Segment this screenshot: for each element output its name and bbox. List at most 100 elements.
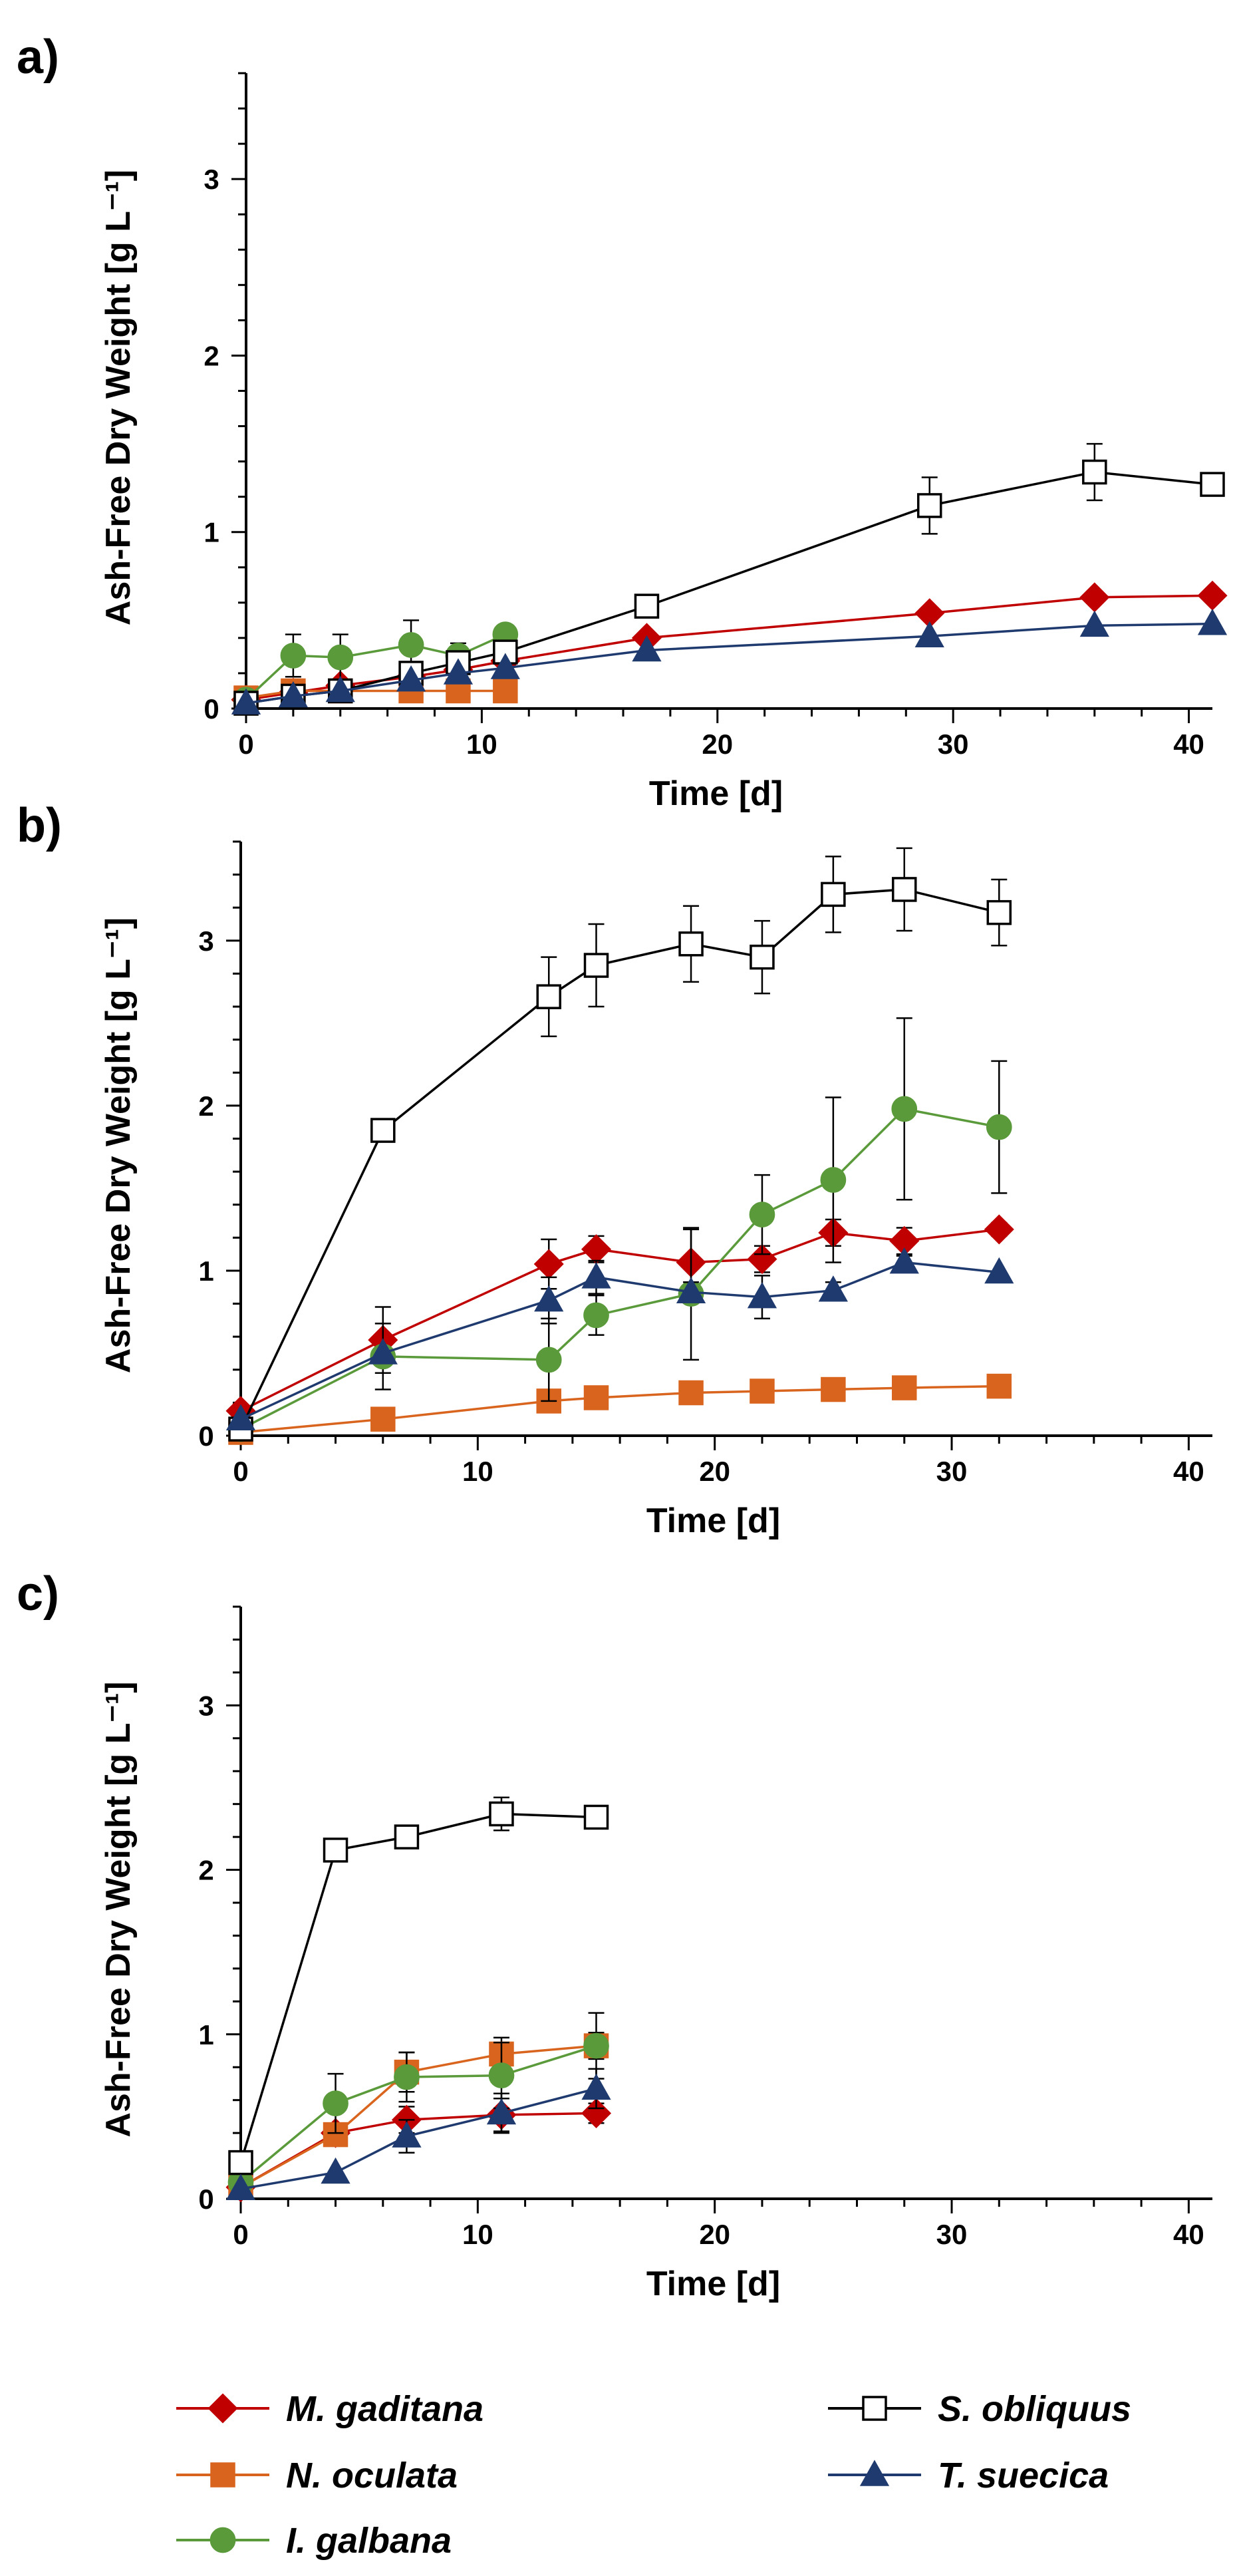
data-point xyxy=(632,635,662,662)
data-point xyxy=(747,1244,777,1275)
legend-marker xyxy=(862,2396,887,2421)
y-tick-label: 0 xyxy=(198,2183,213,2215)
y-axis-title: Ash-Free Dry Weight [g L⁻¹] xyxy=(99,917,138,1373)
legend-label: N. oculata xyxy=(286,2456,458,2496)
legend: M. gaditana N. oculata I. galbana S. obliqu… xyxy=(176,2389,1131,2561)
data-point xyxy=(984,1257,1014,1284)
data-point xyxy=(892,877,917,902)
series-line xyxy=(240,1384,1000,1434)
data-point xyxy=(490,653,520,679)
panel-label: a) xyxy=(17,31,59,84)
data-point xyxy=(583,1302,609,1329)
data-point xyxy=(583,1804,609,1830)
data-point xyxy=(1197,609,1228,635)
data-point xyxy=(986,899,1012,925)
legend-marker xyxy=(209,2527,236,2553)
legend-marker xyxy=(859,2460,890,2486)
x-tick-label: 0 xyxy=(233,1456,248,1487)
data-point xyxy=(225,1404,256,1430)
data-point xyxy=(581,1262,611,1289)
data-point xyxy=(916,493,942,518)
data-point xyxy=(443,658,474,685)
data-point xyxy=(914,621,944,648)
series-line xyxy=(245,594,1213,701)
data-point xyxy=(325,675,355,703)
legend-label: I. galbana xyxy=(286,2521,452,2561)
series-m-gaditana xyxy=(231,580,1228,715)
data-point xyxy=(750,1378,775,1404)
data-point xyxy=(986,1373,1012,1399)
y-axis-title: Ash-Free Dry Weight [g L⁻¹] xyxy=(99,1681,138,2137)
data-point xyxy=(486,2098,517,2125)
y-tick-label: 2 xyxy=(204,340,219,371)
data-point xyxy=(821,882,846,907)
data-point xyxy=(398,632,424,658)
panel-label: b) xyxy=(17,799,62,852)
legend-label: T. suecica xyxy=(938,2456,1109,2496)
data-point xyxy=(678,931,704,957)
data-point xyxy=(583,953,609,978)
data-point xyxy=(534,1285,564,1312)
data-point xyxy=(747,1282,777,1309)
series-n-oculata xyxy=(233,678,518,711)
data-point xyxy=(370,1406,396,1432)
legend-item-t-suecica: T. suecica xyxy=(828,2456,1109,2496)
data-point xyxy=(986,1114,1012,1140)
data-point xyxy=(581,2098,612,2128)
legend-item-s-obliquus: S. obliquus xyxy=(828,2389,1131,2429)
data-point xyxy=(321,2157,350,2184)
x-tick-label: 10 xyxy=(466,728,497,760)
data-point xyxy=(394,1824,420,1850)
data-point xyxy=(394,2064,420,2090)
data-point xyxy=(323,1838,348,1863)
series-s-obliquus xyxy=(233,442,1225,716)
data-point xyxy=(323,2090,348,2116)
x-tick-label: 20 xyxy=(699,1456,730,1487)
y-tick-label: 0 xyxy=(198,1420,213,1452)
x-tick-label: 20 xyxy=(699,2219,730,2250)
legend-marker xyxy=(207,2393,238,2424)
data-point xyxy=(228,2150,253,2175)
y-tick-label: 0 xyxy=(204,693,219,724)
series-line xyxy=(245,470,1213,705)
data-point xyxy=(818,1275,848,1302)
data-point xyxy=(676,1277,706,1303)
data-point xyxy=(1079,582,1110,613)
data-point xyxy=(488,2062,515,2088)
data-point xyxy=(749,1202,775,1227)
data-point xyxy=(821,1376,846,1402)
series-line xyxy=(240,2112,597,2189)
data-point xyxy=(280,643,307,669)
data-point xyxy=(368,1338,398,1365)
legend-item-m-gaditana: M. gaditana xyxy=(176,2389,483,2429)
x-tick-label: 30 xyxy=(938,728,969,760)
x-axis-title: Time [d] xyxy=(649,774,783,813)
x-tick-label: 40 xyxy=(1173,728,1204,760)
legend-item-n-oculata: N. oculata xyxy=(176,2456,458,2496)
x-tick-label: 0 xyxy=(238,728,253,760)
data-point xyxy=(489,1801,514,1827)
data-point xyxy=(581,1234,612,1265)
data-point xyxy=(535,1347,562,1373)
data-point xyxy=(278,681,308,708)
data-point xyxy=(634,593,660,619)
data-point xyxy=(891,1096,918,1122)
data-point xyxy=(1197,580,1228,611)
data-point xyxy=(327,644,354,671)
data-point xyxy=(536,984,561,1009)
x-axis-title: Time [d] xyxy=(646,2265,780,2303)
data-point xyxy=(750,944,775,970)
x-tick-label: 40 xyxy=(1173,1456,1204,1487)
panel-label: c) xyxy=(17,1567,59,1621)
data-point xyxy=(1200,472,1225,497)
series-i-galbana xyxy=(227,2012,609,2195)
x-tick-label: 0 xyxy=(233,2219,248,2250)
series-t-suecica xyxy=(225,1247,1014,1430)
series-s-obliquus xyxy=(228,847,1012,1442)
data-point xyxy=(889,1247,919,1274)
y-tick-label: 1 xyxy=(198,2019,213,2050)
y-tick-label: 3 xyxy=(198,1690,213,1721)
y-tick-label: 3 xyxy=(204,164,219,195)
